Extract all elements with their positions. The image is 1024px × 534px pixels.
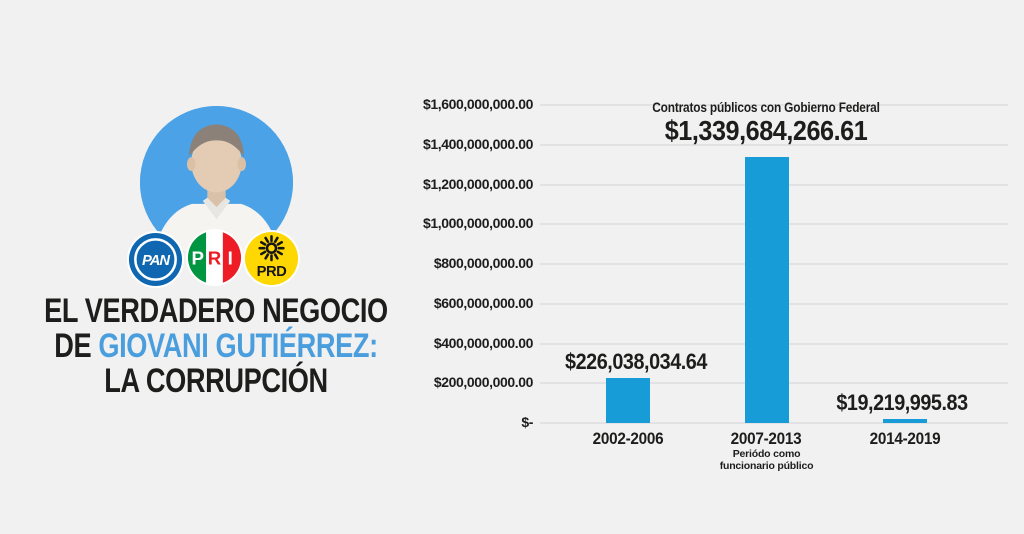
pri-logo-icon: P R I <box>185 228 244 287</box>
y-tick-label: $400,000,000.00 <box>433 334 534 351</box>
y-tick-label: $800,000,000.00 <box>433 255 534 271</box>
headline-line-1: EL VERDADERO NEGOCIO <box>44 292 388 330</box>
y-tick-label: $1,200,000,000.00 <box>423 175 533 192</box>
y-tick-label: $- <box>521 414 533 430</box>
value-label-2007-2013: $1,339,684,266.61 <box>664 115 868 146</box>
bar-2007-2013 <box>744 156 789 423</box>
y-tick-label: $1,600,000,000.00 <box>423 96 533 112</box>
gridline <box>540 143 1008 146</box>
bar-2014-2019 <box>883 419 927 423</box>
prd-logo-label: PRD <box>257 264 288 280</box>
x-axis-label-2014-2019: 2014-2019 <box>869 429 941 448</box>
headline-line2-highlight: GIOVANI GUTIÉRREZ: <box>98 327 378 365</box>
y-tick-label: $1,000,000,000.00 <box>423 215 533 232</box>
x-axis-label-2002-2006: 2002-2006 <box>592 429 664 448</box>
prd-logo-icon: PRD <box>242 229 301 288</box>
pan-logo-icon: PAN <box>126 230 185 289</box>
value-label-2014-2019: $19,219,995.83 <box>836 390 968 415</box>
y-tick-label: $200,000,000.00 <box>433 374 534 391</box>
gridline <box>540 104 1008 106</box>
y-tick-label: $1,400,000,000.00 <box>423 135 533 152</box>
headline-line-3: LA CORRUPCIÓN <box>104 362 328 400</box>
pri-logo-letter-p: P <box>192 247 204 268</box>
headline-line2-prefix: DE <box>54 327 99 365</box>
pri-logo-letter-i: I <box>228 247 233 268</box>
candidate-portrait-avatar <box>140 106 293 259</box>
prd-sun-icon <box>258 235 285 262</box>
pri-logo-letter-r: R <box>208 247 222 268</box>
y-tick-label: $600,000,000.00 <box>433 294 534 311</box>
bar-2002-2006 <box>606 378 650 423</box>
x-axis-label-2007-2013: 2007-2013 <box>730 429 802 448</box>
pan-logo-label: PAN <box>142 253 170 269</box>
headline-line-2: DE GIOVANI GUTIÉRREZ: <box>43 329 389 364</box>
chart-title: Contratos públicos con Gobierno Federal <box>652 100 880 115</box>
x-axis-note: Periódo como funcionario público <box>719 448 814 472</box>
headline: EL VERDADERO NEGOCIO DE GIOVANI GUTIÉRRE… <box>43 294 389 399</box>
gridline <box>540 422 1008 424</box>
value-label-2002-2006: $226,038,034.64 <box>565 349 707 374</box>
